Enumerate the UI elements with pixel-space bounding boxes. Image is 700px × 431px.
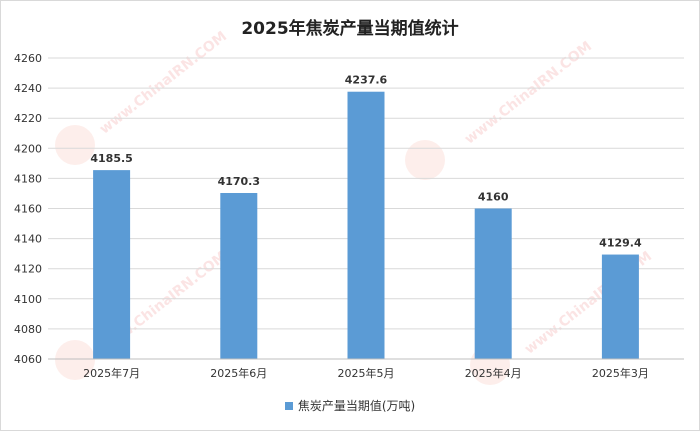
- chart-legend: 焦炭产量当期值(万吨): [0, 397, 700, 414]
- legend-label: 焦炭产量当期值(万吨): [297, 399, 416, 413]
- data-label: 4170.3: [218, 175, 260, 188]
- data-label: 4129.4: [599, 237, 642, 250]
- y-tick-label: 4240: [14, 82, 42, 95]
- y-tick-label: 4120: [14, 263, 42, 276]
- x-tick-label: 2025年5月: [338, 366, 395, 380]
- legend-swatch: [284, 401, 293, 410]
- y-tick-label: 4220: [14, 112, 42, 125]
- chart-title: 2025年焦炭产量当期值统计: [241, 19, 459, 39]
- y-tick-label: 4180: [14, 172, 42, 185]
- x-tick-label: 2025年7月: [83, 366, 140, 380]
- y-tick-label: 4160: [14, 203, 42, 216]
- y-tick-label: 4140: [14, 233, 42, 246]
- y-tick-label: 4060: [14, 353, 42, 366]
- y-tick-label: 4260: [14, 52, 42, 65]
- y-tick-label: 4100: [14, 293, 42, 306]
- data-label: 4160: [478, 191, 509, 204]
- data-label: 4237.6: [345, 74, 388, 87]
- bar: [347, 91, 385, 359]
- bar: [474, 208, 512, 359]
- x-tick-label: 2025年4月: [465, 366, 522, 380]
- data-label: 4185.5: [90, 152, 132, 165]
- y-tick-label: 4080: [14, 323, 42, 336]
- bar: [220, 192, 258, 359]
- watermark-logo: [405, 140, 445, 180]
- bar: [601, 254, 639, 359]
- bar: [93, 170, 131, 359]
- y-tick-label: 4200: [14, 142, 42, 155]
- x-tick-label: 2025年3月: [592, 366, 649, 380]
- x-tick-label: 2025年6月: [210, 366, 267, 380]
- watermark-logo: [55, 340, 95, 380]
- watermark-logo: [55, 125, 95, 165]
